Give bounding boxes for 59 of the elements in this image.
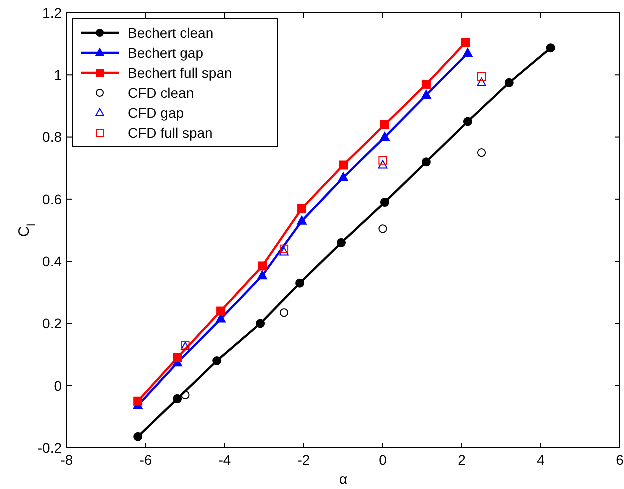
point bbox=[422, 158, 431, 167]
point bbox=[461, 38, 470, 48]
y-tick-label: 0.8 bbox=[42, 129, 62, 146]
point bbox=[380, 198, 390, 208]
x-tick-label: -8 bbox=[60, 452, 74, 468]
legend-label: Bechert gap bbox=[128, 44, 204, 61]
y-tick-label: 0.6 bbox=[42, 191, 62, 208]
point bbox=[546, 44, 556, 53]
point bbox=[339, 160, 348, 170]
y-tick-label: 0.4 bbox=[42, 253, 62, 270]
y-tick-label: 1 bbox=[54, 67, 62, 84]
legend-label: Bechert clean bbox=[128, 24, 214, 41]
point bbox=[338, 172, 348, 182]
y-tick-label: 0 bbox=[54, 378, 62, 394]
point bbox=[463, 117, 472, 126]
x-tick-label: -4 bbox=[218, 452, 232, 468]
x-tick-label: 4 bbox=[537, 452, 546, 468]
legend-label: CFD full span bbox=[128, 124, 213, 141]
point bbox=[477, 148, 486, 158]
point bbox=[216, 306, 226, 316]
point bbox=[258, 270, 268, 280]
point bbox=[463, 48, 473, 58]
point bbox=[378, 156, 388, 165]
point bbox=[477, 72, 486, 81]
point bbox=[280, 308, 289, 318]
point bbox=[380, 132, 390, 141]
point bbox=[173, 353, 182, 362]
x-tick-label: -6 bbox=[140, 452, 152, 468]
point bbox=[337, 238, 346, 248]
point bbox=[422, 80, 431, 89]
point bbox=[477, 78, 486, 86]
x-tick-label: 0 bbox=[379, 452, 388, 468]
point bbox=[173, 394, 182, 404]
legend-label: CFD gap bbox=[128, 104, 184, 121]
legend-label: CFD clean bbox=[128, 84, 194, 101]
point bbox=[212, 356, 222, 366]
x-tick-label: -2 bbox=[298, 452, 310, 468]
point bbox=[280, 247, 289, 256]
point bbox=[422, 90, 432, 100]
point bbox=[504, 78, 514, 88]
x-tick-label: 6 bbox=[616, 452, 624, 468]
point bbox=[134, 432, 143, 442]
point bbox=[378, 160, 388, 169]
point bbox=[181, 390, 190, 400]
legend-label: Bechert full span bbox=[128, 64, 232, 81]
point bbox=[296, 278, 305, 288]
point bbox=[280, 244, 289, 254]
point bbox=[258, 262, 268, 271]
point bbox=[380, 120, 390, 130]
y-tick-label: 0.2 bbox=[42, 316, 62, 332]
x-tick-label: 2 bbox=[458, 452, 466, 468]
point bbox=[378, 224, 388, 234]
point bbox=[298, 204, 307, 214]
y-tick-label: -0.2 bbox=[38, 440, 62, 456]
point bbox=[134, 396, 143, 406]
point bbox=[256, 319, 266, 328]
x-axis-title: α bbox=[339, 471, 348, 487]
point bbox=[297, 216, 307, 225]
y-tick-label: 1.2 bbox=[42, 4, 62, 21]
